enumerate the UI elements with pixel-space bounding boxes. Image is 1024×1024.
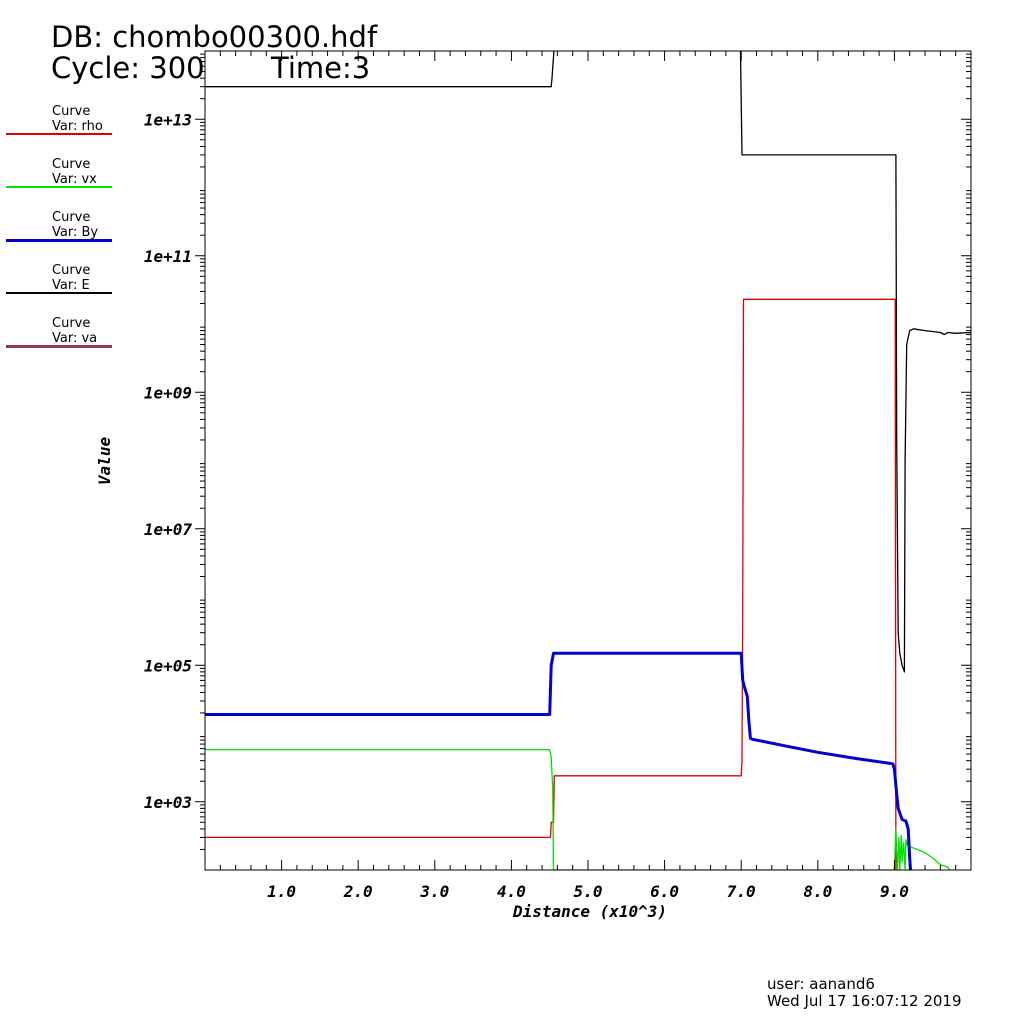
db-title: DB: chombo00300.hdf <box>51 20 378 54</box>
legend-curve-label: Curve <box>52 157 91 172</box>
y-tick-label: 1e+03 <box>144 793 192 812</box>
user-label: user: aanand6 <box>767 975 875 993</box>
x-tick-label: 3.0 <box>419 882 449 901</box>
x-tick-label: 8.0 <box>803 882 832 901</box>
series-line-E <box>205 51 971 673</box>
legend-item-E: Curve Var: E <box>6 263 112 311</box>
legend-swatch <box>6 133 112 135</box>
time-label: Time:3 <box>271 51 371 85</box>
curve-group <box>205 51 971 870</box>
axes-group: 1.0 2.0 3.0 4.0 5.0 6.0 7.0 8.0 9.0 1e+03 1e+05 1e+… <box>144 51 971 901</box>
legend-item-vx: Curve Var: vx <box>6 157 112 205</box>
legend-item-rho: Curve Var: rho <box>6 104 112 152</box>
legend-swatch <box>6 292 112 294</box>
x-tick-label: 4.0 <box>497 882 526 901</box>
cycle-label: Cycle: 300 <box>51 51 205 85</box>
legend-swatch <box>6 186 112 188</box>
legend-var-label: Var: va <box>52 331 98 346</box>
x-tick-label: 7.0 <box>727 882 756 901</box>
series-line-vx <box>205 748 951 870</box>
x-tick-label: 6.0 <box>650 882 679 901</box>
y-tick-label: 1e+05 <box>144 656 192 675</box>
legend-curve-label: Curve <box>52 316 91 331</box>
y-tick-label: 1e+11 <box>144 247 192 266</box>
legend-item-va: Curve Var: va <box>6 316 112 364</box>
y-axis-label: Value <box>95 437 114 486</box>
x-tick-label: 9.0 <box>880 882 909 901</box>
legend-curve-label: Curve <box>52 210 91 225</box>
y-tick-label: 1e+07 <box>144 520 193 539</box>
x-tick-label: 2.0 <box>343 882 373 901</box>
legend-curve-label: Curve <box>52 263 91 278</box>
legend-var-label: Var: By <box>52 225 99 240</box>
legend-swatch <box>6 345 112 348</box>
series-line-By <box>205 651 912 870</box>
x-axis-label: Distance (x10^3) <box>512 902 667 921</box>
series-line-rho <box>205 298 897 870</box>
legend-var-label: Var: rho <box>52 119 103 134</box>
x-tick-label: 1.0 <box>267 882 296 901</box>
x-tick-label: 5.0 <box>574 882 603 901</box>
legend-var-label: Var: E <box>52 278 90 293</box>
timestamp-label: Wed Jul 17 16:07:12 2019 <box>767 992 962 1010</box>
y-tick-label: 1e+13 <box>144 110 192 129</box>
legend-swatch <box>6 239 112 242</box>
legend-var-label: Var: vx <box>52 172 97 187</box>
plot-frame <box>204 50 972 871</box>
y-tick-label: 1e+09 <box>144 383 192 402</box>
legend-curve-label: Curve <box>52 104 91 119</box>
legend-item-By: Curve Var: By <box>6 210 112 258</box>
